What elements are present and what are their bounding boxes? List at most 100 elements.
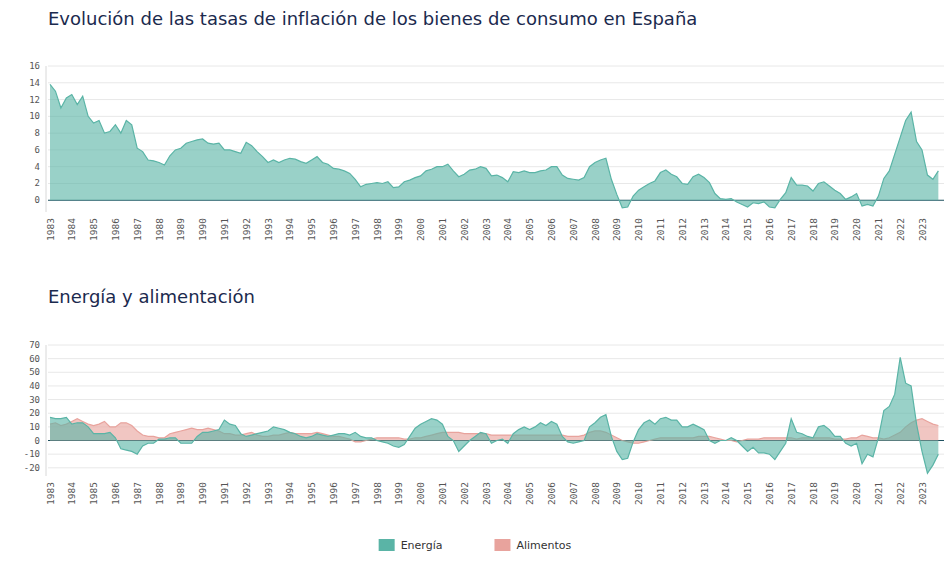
y-tick-label: 14	[29, 78, 40, 88]
x-tick-label: 1985	[88, 482, 99, 505]
x-tick-label: 2004	[502, 482, 513, 505]
x-tick-label: 1992	[241, 482, 252, 505]
grid-line	[48, 426, 944, 427]
x-tick-label: 2021	[873, 482, 884, 505]
grid-line	[48, 358, 944, 359]
area-fill	[50, 357, 938, 473]
legend-swatch	[494, 539, 510, 551]
x-tick-label: 2019	[829, 218, 840, 241]
x-tick-label: 1992	[241, 218, 252, 241]
x-tick-label: 2010	[633, 218, 644, 241]
grid-line	[48, 399, 944, 400]
x-tick-label: 2012	[677, 482, 688, 505]
grid-line	[48, 454, 944, 455]
y-tick-label: 2	[35, 178, 40, 188]
y-tick-label: 10	[29, 422, 40, 432]
chart-title: Energía y alimentación	[48, 286, 255, 307]
x-tick-label: 2014	[720, 482, 731, 505]
x-tick-label: 1989	[175, 482, 186, 505]
chart-0: Evolución de las tasas de inflación de l…	[29, 8, 944, 241]
x-tick-label: 1990	[197, 218, 208, 241]
x-tick-label: 2016	[764, 482, 775, 505]
x-tick-label: 2003	[481, 482, 492, 505]
x-tick-label: 2000	[415, 482, 426, 505]
chart-canvas: Evolución de las tasas de inflación de l…	[0, 0, 950, 561]
x-tick-label: 1997	[350, 218, 361, 241]
x-tick-label: 1993	[263, 218, 274, 241]
x-tick-label: 2008	[590, 218, 601, 241]
x-tick-label: 1989	[175, 218, 186, 241]
x-tick-label: 1987	[132, 218, 143, 241]
grid-line	[48, 345, 944, 346]
legend-label: Alimentos	[516, 539, 571, 552]
legend: Energía Alimentos	[379, 539, 572, 552]
x-tick-label: 2006	[546, 218, 557, 241]
chart-1: Energía y alimentación-20-10010203040506…	[24, 286, 944, 552]
x-tick-label: 2005	[524, 218, 535, 241]
x-tick-label: 2022	[895, 218, 906, 241]
plot-area	[50, 84, 938, 207]
x-tick-label: 1990	[197, 482, 208, 505]
x-tick-label: 2002	[459, 482, 470, 505]
y-tick-label: 40	[29, 381, 40, 391]
x-tick-label: 2000	[415, 218, 426, 241]
grid-line	[48, 385, 944, 386]
x-tick-label: 1985	[88, 218, 99, 241]
x-tick-label: 2010	[633, 482, 644, 505]
x-tick-label: 2022	[895, 482, 906, 505]
y-tick-label: -20	[24, 463, 40, 473]
x-tick-label: 2001	[437, 218, 448, 241]
y-axis-line	[46, 66, 47, 212]
x-tick-label: 2021	[873, 218, 884, 241]
y-tick-label: 6	[35, 145, 40, 155]
x-tick-label: 2002	[459, 218, 470, 241]
x-tick-label: 2005	[524, 482, 535, 505]
x-tick-label: 2011	[655, 482, 666, 505]
x-tick-label: 2003	[481, 218, 492, 241]
x-tick-label: 1996	[328, 218, 339, 241]
x-tick-label: 2013	[699, 482, 710, 505]
legend-swatch	[379, 539, 395, 551]
x-tick-label: 1986	[110, 218, 121, 241]
x-tick-label: 2007	[568, 218, 579, 241]
x-tick-label: 1984	[66, 218, 77, 241]
area-line	[50, 357, 938, 473]
x-tick-label: 2023	[917, 482, 928, 505]
x-tick-label: 1988	[154, 482, 165, 505]
x-tick-label: 1991	[219, 482, 230, 505]
x-tick-label: 2020	[851, 482, 862, 505]
x-tick-label: 2019	[829, 482, 840, 505]
x-tick-label: 2007	[568, 482, 579, 505]
x-tick-label: 1988	[154, 218, 165, 241]
x-tick-label: 2018	[808, 218, 819, 241]
legend-label: Energía	[401, 539, 443, 552]
x-tick-label: 1983	[45, 218, 56, 241]
x-tick-label: 2011	[655, 218, 666, 241]
x-tick-label: 1995	[306, 218, 317, 241]
area-fill	[50, 84, 938, 207]
y-tick-label: 50	[29, 367, 40, 377]
y-tick-label: 60	[29, 354, 40, 364]
grid-line	[48, 467, 944, 468]
x-tick-label: 1984	[66, 482, 77, 505]
x-tick-label: 2015	[742, 218, 753, 241]
x-tick-label: 1994	[284, 482, 295, 505]
x-tick-label: 1987	[132, 482, 143, 505]
x-tick-label: 2006	[546, 482, 557, 505]
x-tick-label: 2020	[851, 218, 862, 241]
x-tick-label: 2023	[917, 218, 928, 241]
x-tick-label: 2016	[764, 218, 775, 241]
x-tick-label: 2018	[808, 482, 819, 505]
grid-line	[48, 413, 944, 414]
y-tick-label: 0	[35, 195, 40, 205]
x-tick-label: 2015	[742, 482, 753, 505]
y-tick-label: 8	[35, 128, 40, 138]
y-tick-label: 4	[35, 162, 40, 172]
x-tick-label: 1994	[284, 218, 295, 241]
y-tick-label: 20	[29, 408, 40, 418]
x-tick-label: 1991	[219, 218, 230, 241]
y-tick-label: -10	[24, 449, 40, 459]
x-tick-label: 2008	[590, 482, 601, 505]
x-tick-label: 2004	[502, 218, 513, 241]
y-tick-label: 30	[29, 395, 40, 405]
